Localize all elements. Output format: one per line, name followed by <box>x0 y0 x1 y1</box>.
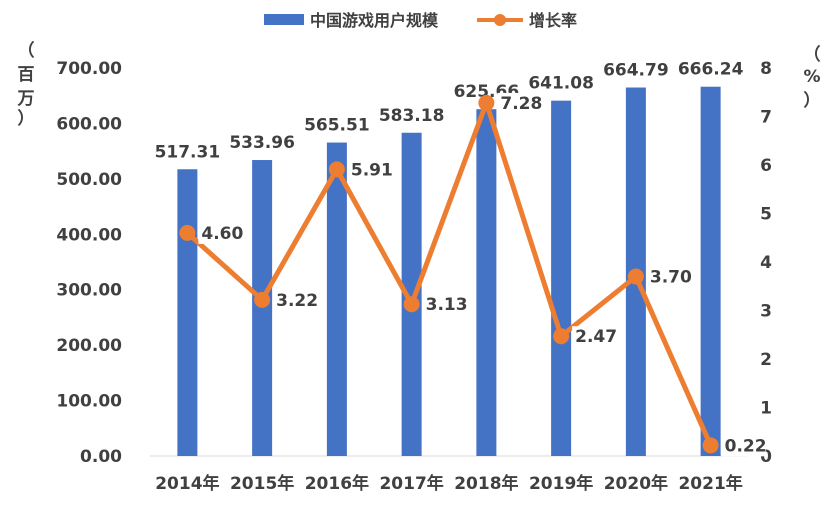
y-left-tick-label: 100.00 <box>56 392 122 412</box>
growth-rate-label: 4.60 <box>201 224 243 244</box>
x-tick-label: 2020年 <box>604 473 668 494</box>
y-right-tick-label: 7 <box>760 108 772 128</box>
x-tick-label: 2017年 <box>379 473 443 494</box>
bar <box>326 142 347 456</box>
x-axis-ticks: 2014年 2015年 2016年 2017年 2018年 2019年 2020年 2021年 <box>155 473 743 494</box>
y-right-unit-char: % <box>803 67 820 87</box>
y-right-unit-char: （ <box>804 44 821 65</box>
x-tick-label: 2018年 <box>454 473 518 494</box>
y-left-unit-char: 百 <box>18 65 35 85</box>
y-right-tick-label: 5 <box>760 205 772 225</box>
growth-rate-marker <box>179 224 196 241</box>
y-left-tick-label: 0.00 <box>80 447 122 467</box>
line-series <box>179 94 719 454</box>
x-tick-label: 2015年 <box>230 473 294 494</box>
y-left-unit-char: 万 <box>17 89 35 109</box>
y-left-tick-label: 400.00 <box>56 225 122 245</box>
bar-value-label: 565.51 <box>304 116 370 136</box>
y-right-tick-label: 2 <box>760 350 772 370</box>
bar-value-label: 664.79 <box>603 61 669 81</box>
growth-rate-marker <box>702 437 719 454</box>
x-tick-label: 2019年 <box>529 473 593 494</box>
growth-rate-label: 3.22 <box>276 291 318 311</box>
bar <box>551 100 572 457</box>
y-left-tick-label: 700.00 <box>56 59 122 79</box>
growth-rate-label-bg <box>273 289 318 311</box>
growth-rate-label-bg <box>646 266 691 288</box>
bar-value-label: 641.08 <box>528 74 594 94</box>
growth-rate-label-bg <box>572 326 617 348</box>
legend-swatch-marker <box>494 14 506 26</box>
y-right-tick-label: 6 <box>760 156 772 176</box>
bar-value-label: 666.24 <box>678 60 744 80</box>
x-tick-label: 2021年 <box>678 473 742 494</box>
bar-value-label: 533.96 <box>229 133 295 153</box>
y-left-unit-char: ） <box>18 108 35 129</box>
growth-rate-label-bg <box>497 92 542 114</box>
y-right-tick-label: 4 <box>760 253 772 273</box>
y-right-tick-label: 3 <box>760 302 772 322</box>
growth-rate-line <box>184 100 714 448</box>
y-left-unit-char: （ <box>18 40 35 61</box>
growth-rate-marker <box>627 268 644 285</box>
y-left-tick-label: 300.00 <box>56 281 122 301</box>
growth-rate-marker <box>403 296 420 313</box>
growth-rate-label-bg <box>198 222 243 244</box>
bar <box>401 132 422 457</box>
y-left-unit: （ 百 万 ） <box>17 40 35 129</box>
y-right-unit-char: ） <box>804 90 821 111</box>
y-left-tick-label: 500.00 <box>56 170 122 190</box>
growth-rate-marker <box>478 94 495 111</box>
legend-swatch-bar <box>264 14 304 25</box>
growth-rate-label: 2.47 <box>575 327 617 347</box>
y-left-axis-ticks: 0.00 100.00 200.00 300.00 400.00 500.00 600.00… <box>56 59 122 467</box>
growth-rate-label: 0.22 <box>725 436 767 456</box>
growth-rate-label-bg <box>721 435 766 457</box>
y-left-tick-label: 200.00 <box>56 336 122 356</box>
x-tick-label: 2014年 <box>155 473 219 494</box>
legend-label-bar: 中国游戏用户规模 <box>310 11 439 30</box>
growth-rate-label: 5.91 <box>351 160 393 180</box>
bar-value-label: 583.18 <box>379 106 445 126</box>
growth-rate-label-bg <box>422 294 467 316</box>
growth-rate-marker <box>254 291 271 308</box>
y-right-tick-label: 8 <box>760 59 772 79</box>
bar <box>476 109 497 456</box>
y-right-tick-label: 1 <box>760 399 772 419</box>
legend: 中国游戏用户规模 增长率 <box>264 11 577 30</box>
bar-value-label: 517.31 <box>155 142 221 162</box>
y-left-tick-label: 600.00 <box>56 114 122 134</box>
y-right-unit: （ % ） <box>803 44 820 111</box>
growth-rate-label: 7.28 <box>500 94 542 114</box>
legend-label-line: 增长率 <box>529 11 577 30</box>
bar <box>252 160 273 456</box>
growth-rate-marker <box>553 328 570 345</box>
x-tick-label: 2016年 <box>305 473 369 494</box>
growth-rate-label: 3.70 <box>650 268 692 288</box>
growth-rate-label-bg <box>347 159 392 181</box>
bar <box>177 169 198 456</box>
growth-rate-label: 3.13 <box>426 295 468 315</box>
bar <box>700 86 721 457</box>
growth-rate-marker <box>328 161 345 178</box>
line-data-labels: 4.60 3.22 5.91 3.13 7.28 2.47 3.70 0.22 <box>198 92 767 457</box>
